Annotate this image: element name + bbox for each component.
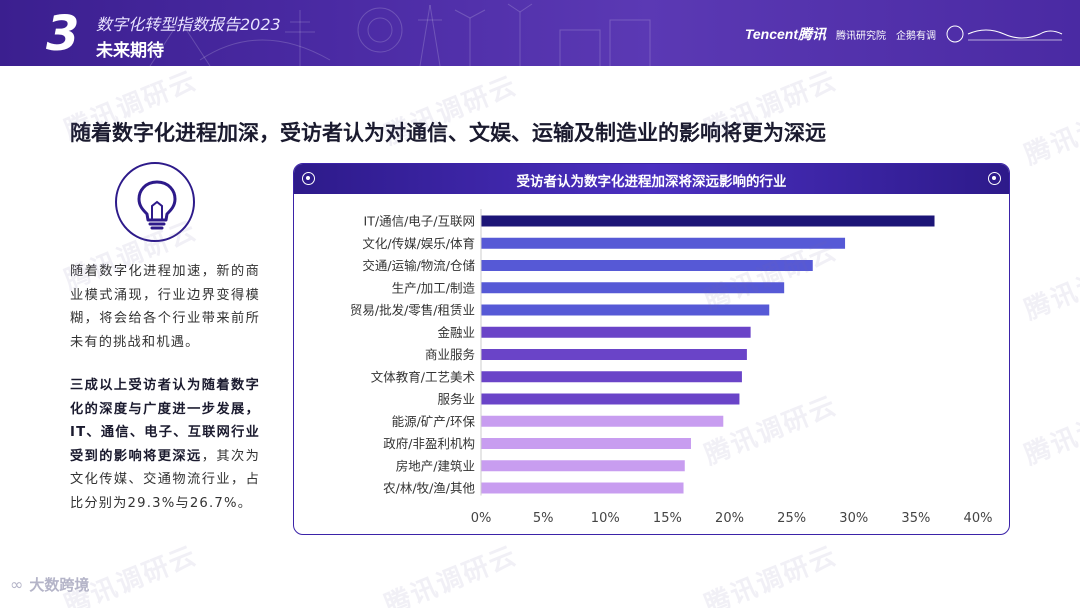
footer-logo-text: 大数跨境 <box>29 576 90 594</box>
category-label: 贸易/批发/零售/租赁业 <box>350 303 475 318</box>
chart-header-bar: 受访者认为数字化进程加深将深远影响的行业 <box>294 164 1009 194</box>
bar <box>481 237 846 249</box>
category-label: 服务业 <box>437 392 475 407</box>
bar-chart: IT/通信/电子/互联网文化/传媒/娱乐/体育交通/运输/物流/仓储生产/加工/… <box>350 209 993 526</box>
bar <box>481 215 935 227</box>
page-headline: 随着数字化进程加深，受访者认为对通信、文娱、运输及制造业的影响将更为深远 <box>70 121 826 145</box>
x-tick-label: 0% <box>471 511 492 526</box>
lightbulb-badge <box>115 162 195 242</box>
section-number: 3 <box>46 6 80 62</box>
insight-paragraph: 随着数字化进程加速，新的商业模式涌现，行业边界变得模糊，将会给各个行业带来前所未… <box>70 264 260 350</box>
watermark: 腾讯调研云 <box>700 540 842 608</box>
industry-impact-chart-card: 受访者认为数字化进程加深将深远影响的行业 IT/通信/电子/互联网 文化/传媒/娱… <box>293 163 1010 535</box>
category-label: 金融业 <box>437 325 475 340</box>
bar <box>481 326 751 338</box>
bar <box>481 304 770 316</box>
x-tick-label: 25% <box>777 511 806 526</box>
x-tick-label: 30% <box>839 511 868 526</box>
category-label: 能源/矿产/环保 <box>392 414 476 429</box>
x-tick-label: 5% <box>533 511 554 526</box>
section-subtitle: 未来期待 <box>96 41 164 61</box>
x-tick-label: 35% <box>901 511 930 526</box>
category-label: 政府/非盈利机构 <box>383 436 475 451</box>
penguin-survey-logo: 企鹅有调 <box>896 30 936 42</box>
header-decoration <box>149 3 651 66</box>
key-finding-bold: 三成以上受访者认为随着数字化的深度与广度进一步发展，IT、通信、电子、互联网行业… <box>70 378 260 464</box>
category-label: 交通/运输/物流/仓储 <box>362 258 475 273</box>
category-label: 文体教育/工艺美术 <box>371 369 476 384</box>
watermark: 腾讯调研云 <box>1020 245 1080 326</box>
target-icon <box>302 172 315 185</box>
brand-logos: Tencent腾讯 腾讯研究院 企鹅有调 <box>745 24 1066 44</box>
category-label: 商业服务 <box>425 347 475 362</box>
bar <box>481 438 691 449</box>
bar <box>481 260 813 271</box>
bar <box>481 415 724 427</box>
tencent-research-logo: 腾讯研究院 <box>836 30 886 42</box>
category-label: 农/林/牧/渔/其他 <box>383 481 475 496</box>
bar <box>481 282 785 294</box>
key-finding-rest: ，其次为文化传媒、交通物流行业，占比分别为29.3%与26.7%。 <box>70 448 260 511</box>
bar <box>481 349 747 360</box>
watermark: 腾讯调研云 <box>1020 390 1080 471</box>
watermark: 腾讯调研云 <box>380 540 522 608</box>
lightbulb-icon <box>137 180 177 230</box>
x-tick-label: 40% <box>964 511 993 526</box>
chart-title: 受访者认为数字化进程加深将深远影响的行业 <box>516 174 787 190</box>
tsinghua-logo <box>946 25 1063 43</box>
x-tick-label: 15% <box>653 511 682 526</box>
key-finding-paragraph: 三成以上受访者认为随着数字化的深度与广度进一步发展，IT、通信、电子、互联网行业… <box>70 374 260 515</box>
category-label: IT/通信/电子/互联网 <box>364 214 475 229</box>
category-label: 生产/加工/制造 <box>392 280 476 295</box>
target-icon <box>988 172 1001 185</box>
report-title: 数字化转型指数报告2023 <box>96 15 281 34</box>
watermark: 腾讯调研云 <box>60 540 202 608</box>
tencent-logo: Tencent腾讯 <box>744 26 826 42</box>
report-header-banner: 3 数字化转型指数报告2023 未来期待 Tencent腾讯 腾讯研究院 企鹅有… <box>0 0 1080 66</box>
category-label: 房地产/建筑业 <box>396 458 475 473</box>
x-tick-label: 20% <box>715 511 744 526</box>
bar <box>481 393 740 405</box>
watermark: 腾讯调研云 <box>1020 90 1080 171</box>
bar <box>481 482 684 494</box>
footer-logo: ∞ 大数跨境 <box>10 574 89 595</box>
bar <box>481 371 742 383</box>
infinity-logo-icon: ∞ <box>10 575 24 594</box>
bar <box>481 460 685 472</box>
category-label: 文化/传媒/娱乐/体育 <box>362 236 475 251</box>
x-tick-label: 10% <box>591 511 620 526</box>
